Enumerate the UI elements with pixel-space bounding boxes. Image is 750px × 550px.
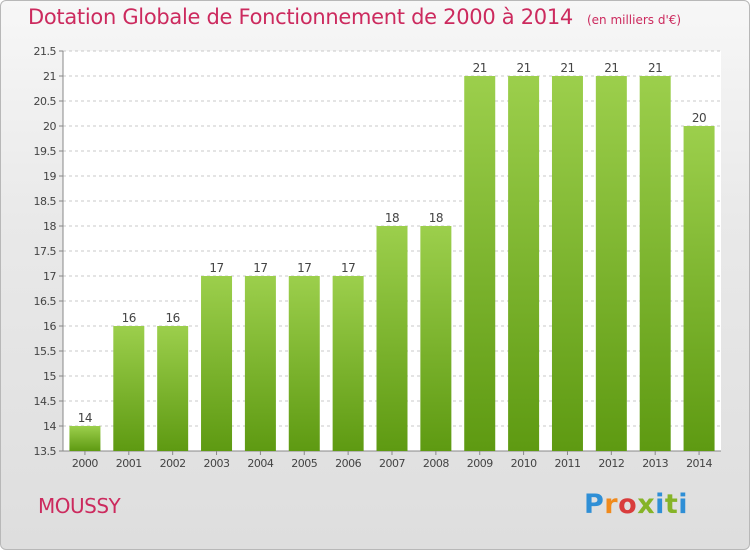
y-tick-label: 19.5 bbox=[34, 145, 57, 158]
bar-2006 bbox=[332, 276, 364, 451]
y-tick-label: 19 bbox=[43, 170, 56, 183]
y-tick-label: 14.5 bbox=[34, 395, 57, 408]
x-tick-label-2004: 2004 bbox=[247, 457, 273, 470]
data-label-2002: 16 bbox=[166, 311, 180, 325]
bar-2002 bbox=[157, 326, 189, 451]
commune-name: MOUSSY bbox=[38, 494, 121, 518]
y-tick-label: 17 bbox=[43, 270, 56, 283]
bar-2005 bbox=[288, 276, 320, 451]
y-tick-label: 20 bbox=[43, 120, 56, 133]
x-tick-label-2011: 2011 bbox=[554, 457, 580, 470]
data-label-2000: 14 bbox=[78, 411, 92, 425]
bar-2004 bbox=[244, 276, 276, 451]
x-tick-label-2006: 2006 bbox=[335, 457, 361, 470]
bar-2014 bbox=[683, 126, 715, 451]
bar-2011 bbox=[551, 76, 583, 451]
y-tick-label: 13.5 bbox=[34, 445, 57, 458]
x-tick-label-2003: 2003 bbox=[204, 457, 230, 470]
y-tick-label: 16 bbox=[43, 320, 56, 333]
data-label-2012: 21 bbox=[604, 61, 618, 75]
y-tick-label: 20.5 bbox=[34, 95, 57, 108]
y-tick-label: 18.5 bbox=[34, 195, 57, 208]
bar-2012 bbox=[595, 76, 627, 451]
bar-2003 bbox=[201, 276, 233, 451]
y-tick-label: 21 bbox=[43, 70, 56, 83]
y-tick-label: 21.5 bbox=[34, 45, 57, 58]
bar-2007 bbox=[376, 226, 408, 451]
x-tick-label-2005: 2005 bbox=[291, 457, 317, 470]
chart-title: Dotation Globale de Fonctionnement de 20… bbox=[28, 5, 573, 29]
x-tick-label-2014: 2014 bbox=[686, 457, 712, 470]
data-label-2005: 17 bbox=[297, 261, 311, 275]
y-tick-label: 18 bbox=[43, 220, 56, 233]
data-label-2001: 16 bbox=[122, 311, 136, 325]
x-tick-label-2007: 2007 bbox=[379, 457, 405, 470]
x-tick-label-2010: 2010 bbox=[511, 457, 537, 470]
x-tick-label-2009: 2009 bbox=[467, 457, 493, 470]
y-tick-label: 17.5 bbox=[34, 245, 57, 258]
data-label-2003: 17 bbox=[209, 261, 223, 275]
data-label-2011: 21 bbox=[560, 61, 574, 75]
y-tick-label: 16.5 bbox=[34, 295, 57, 308]
x-tick-label-2001: 2001 bbox=[116, 457, 142, 470]
data-label-2006: 17 bbox=[341, 261, 355, 275]
x-tick-label-2013: 2013 bbox=[642, 457, 668, 470]
x-tick-label-2000: 2000 bbox=[72, 457, 98, 470]
data-label-2014: 20 bbox=[692, 111, 706, 125]
chart-subtitle: (en milliers d'€) bbox=[586, 13, 682, 27]
bar-2000 bbox=[69, 426, 101, 451]
data-label-2007: 18 bbox=[385, 211, 399, 225]
x-tick-label-2008: 2008 bbox=[423, 457, 449, 470]
x-tick-label-2012: 2012 bbox=[598, 457, 624, 470]
bar-2010 bbox=[508, 76, 540, 451]
y-tick-label: 14 bbox=[43, 420, 56, 433]
y-tick-label: 15.5 bbox=[34, 345, 57, 358]
bar-2008 bbox=[420, 226, 452, 451]
data-label-2013: 21 bbox=[648, 61, 662, 75]
data-label-2009: 21 bbox=[473, 61, 487, 75]
data-label-2004: 17 bbox=[253, 261, 267, 275]
bar-2013 bbox=[639, 76, 671, 451]
bar-2001 bbox=[113, 326, 145, 451]
data-label-2010: 21 bbox=[516, 61, 530, 75]
bar-2009 bbox=[464, 76, 496, 451]
chart-title-block: Dotation Globale de Fonctionnement de 20… bbox=[28, 5, 681, 29]
y-tick-label: 15 bbox=[43, 370, 56, 383]
proxiti-logo: Proxiti bbox=[584, 489, 689, 520]
data-label-2008: 18 bbox=[429, 211, 443, 225]
x-tick-label-2002: 2002 bbox=[160, 457, 186, 470]
